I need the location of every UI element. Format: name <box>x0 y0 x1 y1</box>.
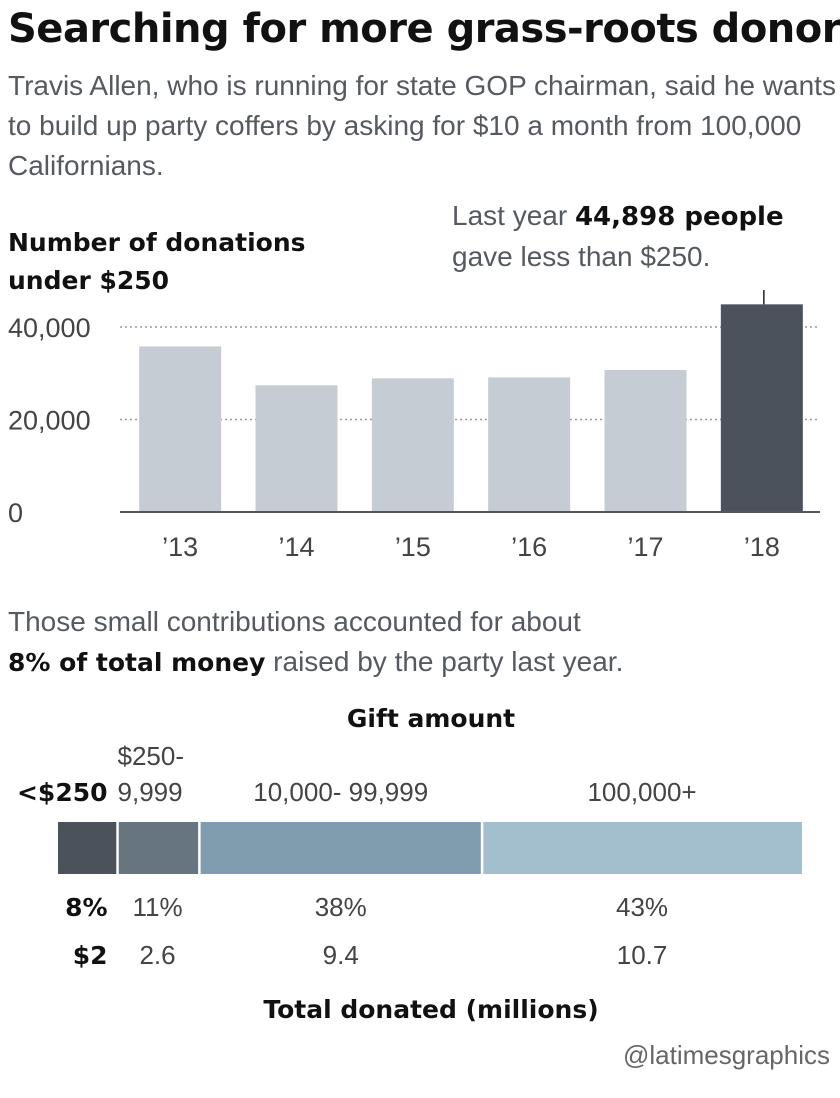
note-rest: raised by the party last year. <box>265 646 624 677</box>
amount-label-1: 2.6 <box>139 940 175 970</box>
y-tick-label-0: 0 <box>8 498 23 528</box>
y-axis-title: Number of donations under $250 <box>8 224 306 300</box>
y-tick-label-20000: 20,000 <box>8 406 91 436</box>
gift-distribution-chart: Gift amount <$250 $250- 9,999 10,000- 99,999… <box>17 704 802 1024</box>
y-axis-title-line-2: under $250 <box>8 266 170 295</box>
bar-chart: 0 20,000 40,000 ’13 ’14 ’15 ’16 ’17 ’18 <box>8 290 820 562</box>
credit-line: @latimesgraphics <box>622 1040 830 1070</box>
x-tick-label-2: ’15 <box>395 532 431 562</box>
share-label-1: 11% <box>132 892 182 922</box>
annotation-rest: gave less than $250. <box>452 241 711 272</box>
note-bold: 8% of total money <box>8 648 266 677</box>
x-tick-label-4: ’17 <box>627 532 663 562</box>
gift-category-label-0-0: <$250 <box>17 778 108 807</box>
gift-category-label-3-0: 100,000+ <box>587 777 696 807</box>
bar-3 <box>488 377 571 512</box>
share-note: Those small contributions accounted for … <box>8 602 623 683</box>
chart-title: Searching for more grass-roots donors <box>8 6 840 52</box>
amount-label-3: 10.7 <box>617 940 668 970</box>
x-tick-label-3: ’16 <box>511 532 547 562</box>
bar-1 <box>255 385 338 512</box>
bar-0 <box>139 346 222 512</box>
gift-category-label-1-0: $250- <box>118 741 184 771</box>
gift-category-label-1-1: 9,999 <box>118 777 183 807</box>
x-tick-label-0: ’13 <box>162 532 198 562</box>
bar-annotation: Last year 44,898 people gave less than $… <box>452 196 784 277</box>
chart-subtitle: Travis Allen, who is running for state G… <box>8 70 836 181</box>
segment-0 <box>58 822 118 874</box>
annotation-prefix: Last year <box>452 200 575 231</box>
segment-2 <box>199 822 483 874</box>
x-tick-label-1: ’14 <box>278 532 314 562</box>
bar-2 <box>371 378 454 512</box>
x-tick-label-5: ’18 <box>744 532 780 562</box>
y-tick-label-40000: 40,000 <box>8 313 91 343</box>
total-donated-label: Total donated (millions) <box>263 995 598 1024</box>
segment-1 <box>117 822 200 874</box>
bar-4 <box>604 370 687 512</box>
bar-5 <box>720 304 803 512</box>
y-axis-title-line-1: Number of donations <box>8 228 306 257</box>
share-label-0: 8% <box>65 893 107 922</box>
share-label-3: 43% <box>616 892 668 922</box>
gift-amount-title: Gift amount <box>347 704 515 733</box>
share-label-2: 38% <box>315 892 367 922</box>
segment-3 <box>482 822 802 874</box>
amount-label-0: $2 <box>73 941 108 970</box>
annotation-bold: 44,898 people <box>574 202 784 232</box>
note-line-1: Those small contributions accounted for … <box>8 606 581 637</box>
gift-category-label-2-0: 10,000- 99,999 <box>253 777 428 807</box>
amount-label-2: 9.4 <box>323 940 359 970</box>
